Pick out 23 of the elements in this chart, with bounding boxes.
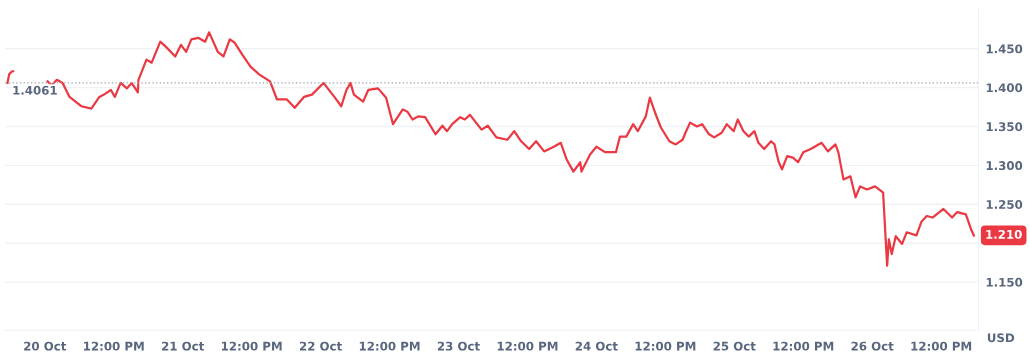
- x-tick-label: 12:00 PM: [359, 341, 420, 351]
- ref-line-label: 1.4061: [13, 85, 57, 95]
- y-tick-label: 1.250: [986, 200, 1023, 209]
- x-tick-label: 12:00 PM: [635, 341, 696, 351]
- y-tick-label: 1.300: [986, 161, 1023, 171]
- x-tick-label: 12:00 PM: [221, 341, 282, 351]
- x-tick-label: 12:00 PM: [773, 341, 834, 351]
- x-tick-label: 22 Oct: [299, 341, 342, 351]
- y-tick-label: 1.450: [986, 44, 1023, 54]
- annotation: 1.210: [986, 229, 1022, 239]
- x-tick-label: 12:00 PM: [911, 341, 972, 351]
- x-tick-label: 26 Oct: [851, 341, 894, 351]
- x-tick-label: 24 Oct: [575, 341, 618, 351]
- y-tick-label: 1.150: [986, 277, 1023, 287]
- y-tick-label: 1.400: [986, 83, 1023, 93]
- x-tick-label: 12:00 PM: [497, 341, 558, 351]
- x-tick-label: 20 Oct: [24, 341, 67, 351]
- x-tick-label: 21 Oct: [162, 341, 205, 351]
- y-tick-label: 1.350: [986, 122, 1023, 132]
- y-axis-title: USD: [987, 333, 1015, 343]
- x-tick-label: 12:00 PM: [84, 341, 144, 351]
- x-tick-label: 23 Oct: [437, 341, 480, 351]
- x-tick-label: 25 Oct: [713, 341, 756, 351]
